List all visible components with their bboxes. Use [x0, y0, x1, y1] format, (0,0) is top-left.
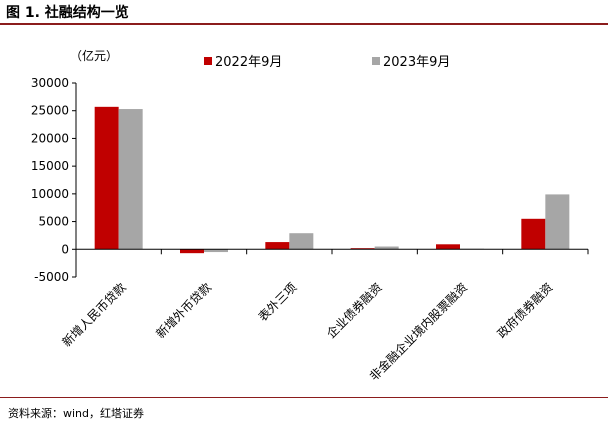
bar-series-1	[180, 249, 204, 254]
bar-series-2	[118, 109, 143, 250]
bar-series-1	[265, 242, 290, 250]
x-category-label: 表外三项	[256, 280, 300, 324]
x-category-label: 新增人民币贷款	[59, 280, 129, 350]
y-tick-label: 25000	[31, 104, 69, 118]
y-tick-label: 10000	[31, 187, 69, 201]
y-tick-label: 15000	[31, 159, 69, 173]
x-category-label: 新增外币贷款	[153, 280, 215, 342]
y-tick-label: -5000	[34, 270, 69, 284]
legend-label: 2022年9月	[215, 55, 282, 70]
source-note: 资料来源：wind，红塔证券	[8, 407, 145, 420]
x-category-label: 企业债券融资	[323, 280, 385, 342]
x-category-label: 非金融企业境内股票融资	[366, 280, 470, 384]
bar-series-2	[289, 233, 314, 250]
bar-series-2	[545, 194, 570, 250]
x-category-label: 政府债券融资	[494, 280, 556, 342]
unit-label: （亿元）	[70, 48, 118, 63]
bars	[94, 106, 570, 254]
bar-series-1	[521, 218, 546, 250]
bar-chart: （亿元） 2022年9月 2023年9月 -5000 0 5000 10000 15000…	[31, 48, 589, 384]
bar-series-1	[94, 106, 119, 250]
bottom-rule	[0, 397, 608, 398]
top-rule	[0, 23, 608, 25]
y-tick-label: 0	[61, 242, 69, 256]
figure-title: 图 1. 社融结构一览	[6, 5, 129, 21]
y-tick-label: 5000	[38, 215, 69, 229]
bar-series-1	[350, 248, 375, 250]
legend-label: 2023年9月	[383, 55, 450, 70]
y-tick-label: 30000	[31, 76, 69, 90]
legend: 2022年9月 2023年9月	[204, 55, 450, 70]
legend-swatch	[204, 57, 212, 65]
bar-series-1	[436, 244, 460, 250]
bar-series-2	[204, 249, 228, 253]
legend-swatch	[372, 57, 380, 65]
bar-series-2	[374, 246, 399, 250]
y-axis: -5000 0 5000 10000 15000 20000 25000 30000	[31, 76, 77, 284]
y-tick-label: 20000	[31, 131, 69, 145]
